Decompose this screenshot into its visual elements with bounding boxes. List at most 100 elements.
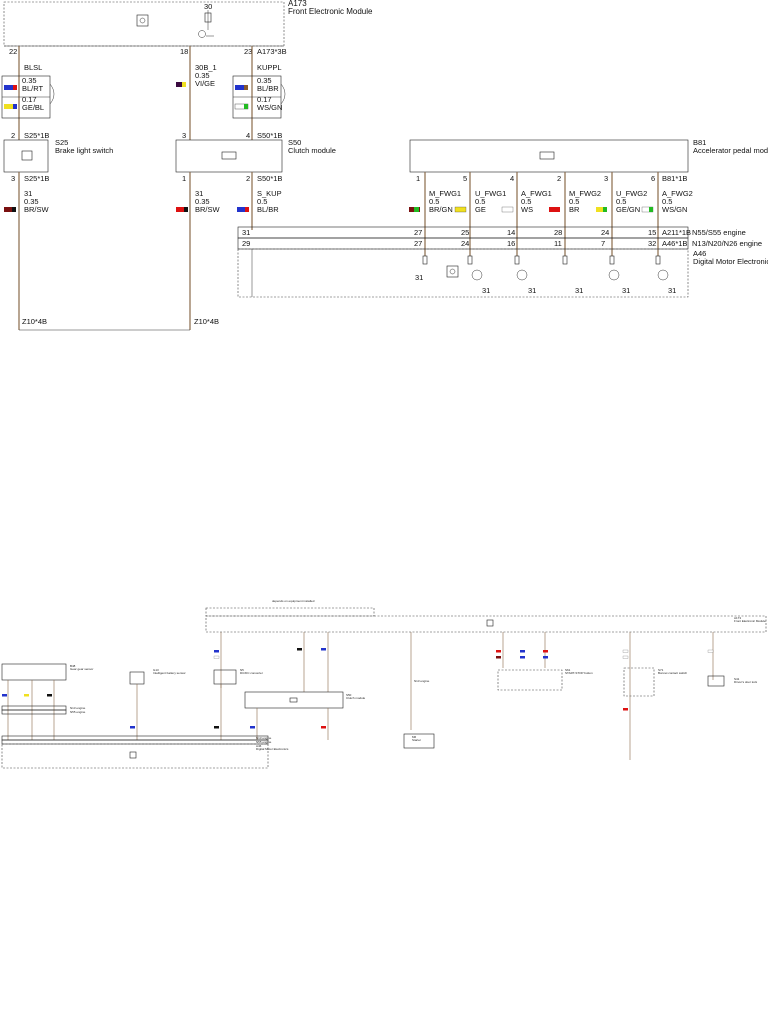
gw2-col: BL/BR [257, 205, 279, 214]
pw4-a: 0.5 [616, 197, 626, 206]
b81-name: Accelerator pedal module [693, 146, 768, 155]
pin-22: 22 [9, 47, 17, 56]
overview-starter-box [403, 733, 435, 749]
fem-fuse: 30 [204, 2, 212, 11]
overview-bonnet-id: S71 [658, 668, 664, 672]
overview-starter-name: Starter [412, 738, 421, 742]
pw2-a: 0.5 [521, 197, 531, 206]
overview-eng-3: N55 engine [256, 740, 272, 744]
pw0-pin: 1 [416, 174, 420, 183]
gw1-name: 31 [195, 189, 203, 198]
dme-r2-3: 16 [507, 239, 515, 248]
pin-23: 23 [244, 47, 252, 56]
pw4-pin: 3 [604, 174, 608, 183]
overview-startstop-name: START-STOP button [565, 671, 593, 675]
dme-r2-1: 27 [414, 239, 422, 248]
wire-kuppl-b: 0.17 [257, 95, 272, 104]
wire-blsl-b-col: GE/BL [22, 103, 44, 112]
fem-id: A173 [288, 0, 307, 8]
overview-clutch-box [244, 691, 344, 709]
overview-fem-box [205, 615, 767, 633]
gw0-name: 31 [24, 189, 32, 198]
dme-r2-5: 7 [601, 239, 605, 248]
dme-r1-2: 25 [461, 228, 469, 237]
dme-r2-2: 24 [461, 239, 469, 248]
b81-id: B81 [693, 138, 706, 147]
s50-pin-out-b: 2 [246, 174, 250, 183]
dme-gnd-e: 31 [622, 286, 630, 295]
dme-r1-label: N55/S55 engine [692, 228, 746, 237]
dme-r2-0: 29 [242, 239, 250, 248]
overview-bonnet-box [623, 667, 655, 697]
pw5-a: 0.5 [662, 197, 672, 206]
gw0-a: 0.35 [24, 197, 39, 206]
dme-gnd-c: 31 [528, 286, 536, 295]
overview-gear-box [1, 663, 67, 681]
dme-gnd-f: 31 [668, 286, 676, 295]
pw3-a: 0.5 [569, 197, 579, 206]
overview-ibs-id: G13 [153, 668, 159, 672]
pw1-name: U_FWG1 [475, 189, 506, 198]
fem-transistor [198, 30, 206, 38]
overview-startstop-box [497, 669, 563, 691]
pw3-name: M_FWG2 [569, 189, 601, 198]
overview-clutch-name: Clutch module [346, 696, 366, 700]
overview-door-name: Driver's door lock [734, 680, 758, 684]
b81-icon [539, 151, 555, 160]
wire-kuppl-a: 0.35 [257, 76, 272, 85]
dme-name: Digital Motor Electronics [693, 257, 768, 266]
dme-r1-0: 31 [242, 228, 250, 237]
dme-gnd-b: 31 [482, 286, 490, 295]
overview-diagram: depends on equipment installed A173 Fron… [1, 599, 767, 769]
fuse-symbol [204, 12, 212, 23]
s25-id: S25 [55, 138, 68, 147]
s50-icon [221, 151, 237, 160]
overview-starter-id: M6 [412, 735, 416, 739]
overview-dcdc-id: N5 [240, 668, 244, 672]
pw5-col: WS/GN [662, 205, 687, 214]
b81-box [409, 139, 689, 173]
wire-blsl-a: 0.35 [22, 76, 37, 85]
s50-pin-out-a: 1 [182, 174, 186, 183]
dme-r2-label: N13/N20/N26 engine [692, 239, 762, 248]
wire-30b-col: VI/GE [195, 79, 215, 88]
fem-box [3, 1, 285, 47]
dme-connectors: 31 27 25 14 28 24 15 A211*1B N55/S55 eng… [237, 226, 768, 298]
overview-ibs-name: Intelligent battery sensor [153, 671, 186, 675]
dme-id: A46 [693, 249, 706, 258]
fem-connector: A173*3B [257, 47, 287, 56]
gw0-col: BR/SW [24, 205, 50, 214]
b81-conn: B81*1B [662, 174, 687, 183]
dme-gnd-d: 31 [575, 286, 583, 295]
wire-blsl-a-col: BL/RT [22, 84, 44, 93]
s50-conn-out: S50*1B [257, 174, 282, 183]
pw0-a: 0.5 [429, 197, 439, 206]
splice-a: Z10*4B [22, 317, 47, 326]
overview-eng-1: N55 engine [70, 710, 86, 714]
pw2-name: A_FWG1 [521, 189, 552, 198]
pw3-pin: 2 [557, 174, 561, 183]
overview-door-id: S41 [734, 677, 740, 681]
s50-id: S50 [288, 138, 301, 147]
dme-gnd-a: 31 [415, 273, 423, 282]
dme-r1-conn: A211*1B [662, 228, 691, 237]
dme-r2-conn: A46*1B [662, 239, 687, 248]
fem-name: Front Electronic Module [288, 7, 373, 16]
dme-r2-6: 32 [648, 239, 656, 248]
wire-blsl-b: 0.17 [22, 95, 37, 104]
s50-pin-in-b: 4 [246, 131, 250, 140]
dme-r1-5: 24 [601, 228, 609, 237]
pw5-pin: 6 [651, 174, 655, 183]
s50-pin-in-a: 3 [182, 131, 186, 140]
pw0-name: M_FWG1 [429, 189, 461, 198]
gw1-a: 0.35 [195, 197, 210, 206]
s25-conn-in: S25*1B [24, 131, 49, 140]
overview-note: depends on equipment installed [272, 599, 315, 603]
wire-kuppl-b-col: WS/GN [257, 103, 282, 112]
wire-blsl-name: BLSL [24, 63, 42, 72]
overview-fem-name: Front Electronic Module [734, 619, 766, 623]
wire-30b-name: 30B_1 [195, 63, 217, 72]
dme-r1-3: 14 [507, 228, 515, 237]
s25-icon [21, 150, 33, 161]
wire-30b-a: 0.35 [195, 71, 210, 80]
